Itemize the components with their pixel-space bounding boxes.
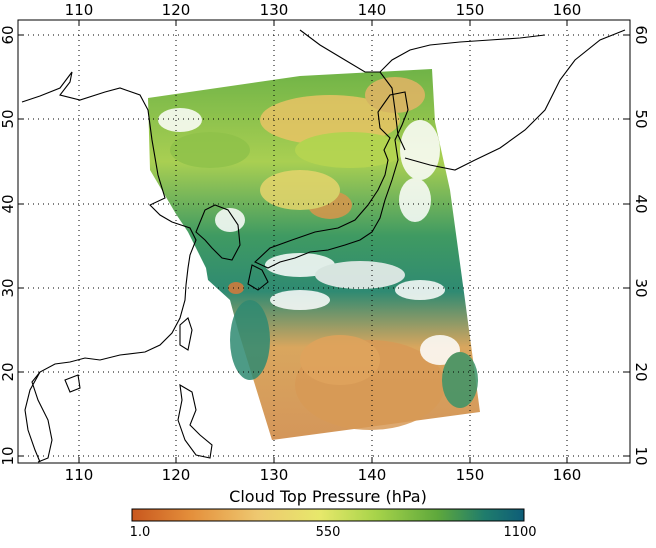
lat-labels-right: 10 20 30 40 50 60 bbox=[632, 25, 650, 465]
cloud-features bbox=[158, 77, 478, 430]
lon-label-top-140: 140 bbox=[358, 1, 387, 19]
map-border bbox=[17, 19, 631, 464]
lat-label-right-20: 20 bbox=[632, 362, 650, 381]
lat-label-right-60: 60 bbox=[632, 25, 650, 44]
lat-label-left-10: 10 bbox=[0, 446, 17, 465]
korea-coast bbox=[195, 204, 241, 261]
map-grid bbox=[18, 20, 630, 463]
lon-label-bottom-110: 110 bbox=[65, 466, 94, 484]
colorbar: Cloud Top Pressure (hPa) 1.0 550 1100 bbox=[130, 487, 537, 540]
philippines-coast bbox=[177, 383, 213, 459]
hainan-coast bbox=[64, 374, 81, 393]
japan-coast bbox=[254, 91, 409, 269]
kyushu-coast bbox=[247, 264, 269, 291]
sakhalin-coast bbox=[379, 71, 406, 151]
lon-label-bottom-150: 150 bbox=[456, 466, 485, 484]
lon-label-bottom-160: 160 bbox=[553, 466, 582, 484]
lat-label-left-50: 50 bbox=[0, 109, 17, 128]
lon-label-top-160: 160 bbox=[553, 1, 582, 19]
lon-label-top-120: 120 bbox=[162, 1, 191, 19]
lat-label-right-10: 10 bbox=[632, 446, 650, 465]
lon-label-bottom-130: 130 bbox=[260, 466, 289, 484]
lat-label-left-20: 20 bbox=[0, 362, 17, 381]
lat-label-left-30: 30 bbox=[0, 278, 17, 297]
okhotsk-coast bbox=[299, 29, 546, 73]
lat-labels-left: 10 20 30 40 50 60 bbox=[0, 25, 17, 465]
lon-label-top-150: 150 bbox=[456, 1, 485, 19]
lon-label-top-130: 130 bbox=[260, 1, 289, 19]
taiwan-coast bbox=[179, 317, 193, 351]
lon-label-bottom-140: 140 bbox=[358, 466, 387, 484]
axis-ticks bbox=[18, 20, 630, 463]
colorbar-mid-label: 550 bbox=[316, 525, 341, 540]
colorbar-gradient bbox=[131, 508, 525, 522]
colorbar-min-label: 1.0 bbox=[130, 525, 151, 540]
kuril-arc bbox=[404, 29, 626, 171]
coastlines bbox=[21, 29, 626, 463]
lon-label-top-110: 110 bbox=[65, 1, 94, 19]
mainland-coast bbox=[21, 71, 197, 463]
colorbar-title: Cloud Top Pressure (hPa) bbox=[229, 487, 427, 506]
lat-label-right-30: 30 bbox=[632, 278, 650, 297]
lon-label-bottom-120: 120 bbox=[162, 466, 191, 484]
lon-labels-top: 110 120 130 140 150 160 bbox=[65, 1, 582, 19]
lon-labels-bottom: 110 120 130 140 150 160 bbox=[65, 466, 582, 484]
lat-label-right-40: 40 bbox=[632, 194, 650, 213]
lat-label-left-40: 40 bbox=[0, 194, 17, 213]
lat-label-right-50: 50 bbox=[632, 109, 650, 128]
vietnam-coast bbox=[24, 371, 41, 463]
colorbar-max-label: 1100 bbox=[503, 525, 536, 540]
lat-label-left-60: 60 bbox=[0, 25, 17, 44]
